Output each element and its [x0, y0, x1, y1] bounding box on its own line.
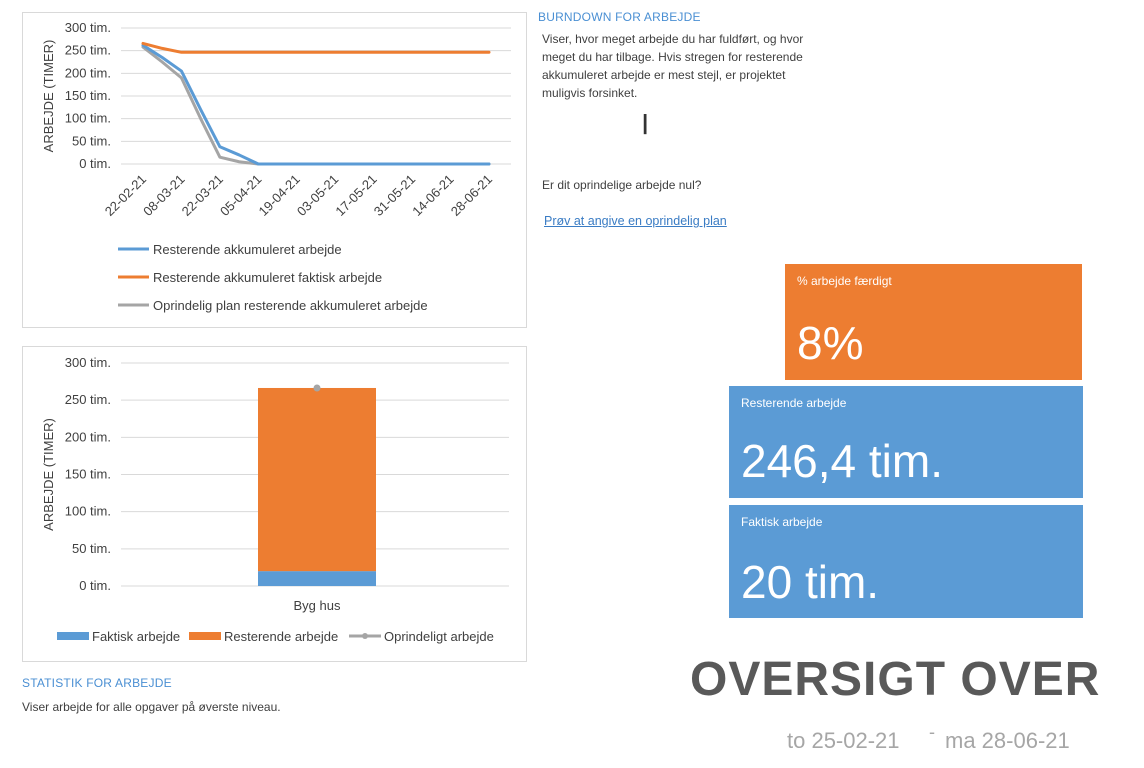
y-axis-label: ARBEJDE (TIMER): [41, 418, 56, 531]
actual-work-label: Faktisk arbejde: [741, 515, 823, 529]
y-tick-label: 250 tim.: [65, 43, 111, 58]
x-tick-label: 08-03-21: [140, 172, 187, 219]
date-separator: -: [929, 722, 935, 742]
report-heading: OVERSIGT OVER: [690, 653, 1101, 706]
statistics-description: Viser arbejde for alle opgaver på øverst…: [22, 700, 281, 714]
legend-label: Oprindelig plan resterende akkumuleret a…: [153, 298, 428, 313]
actual-work-tile[interactable]: Faktisk arbejde 20 tim.: [729, 505, 1083, 618]
y-tick-label: 150 tim.: [65, 88, 111, 103]
x-tick-label: 05-04-21: [217, 172, 264, 219]
percent-complete-label: % arbejde færdigt: [797, 274, 892, 288]
statistics-title: STATISTIK FOR ARBEJDE: [22, 676, 172, 690]
bar-remaining-work: [258, 387, 376, 572]
burndown-description: Viser, hvor meget arbejde du har fuldfør…: [542, 32, 804, 100]
y-tick-label: 150 tim.: [65, 467, 111, 482]
finish-date: ma 28-06-21: [945, 728, 1070, 753]
bar-actual-work: [258, 571, 376, 586]
zero-work-question: Er dit oprindelige arbejde nul?: [542, 178, 702, 192]
burndown-chart-svg: 0 tim. 50 tim. 100 tim. 150 tim. 200 tim. 250…: [41, 20, 511, 313]
remaining-work-tile[interactable]: Resterende arbejde 246,4 tim.: [729, 386, 1083, 498]
percent-complete-value: 8%: [797, 317, 864, 369]
y-tick-label: 200 tim.: [65, 429, 111, 444]
y-axis-label: ARBEJDE (TIMER): [41, 40, 56, 153]
x-tick-label: 22-03-21: [179, 172, 226, 219]
y-tick-label: 0 tim.: [79, 156, 111, 171]
x-tick-label: 19-04-21: [255, 172, 302, 219]
set-baseline-link[interactable]: Prøv at angive en oprindelig plan: [544, 214, 727, 228]
x-tick-label: 31-05-21: [371, 172, 418, 219]
legend-marker: [362, 633, 368, 639]
legend-swatch: [57, 632, 89, 640]
series-line-3: [141, 45, 491, 166]
y-tick-label: 300 tim.: [65, 355, 111, 370]
series-line-2: [141, 41, 491, 54]
legend-label: Resterende arbejde: [224, 629, 338, 644]
legend-swatch: [189, 632, 221, 640]
x-category-label: Byg hus: [294, 598, 341, 613]
remaining-work-label: Resterende arbejde: [741, 396, 847, 410]
percent-complete-tile[interactable]: % arbejde færdigt 8%: [785, 264, 1082, 380]
y-tick-label: 200 tim.: [65, 65, 111, 80]
actual-work-value: 20 tim.: [741, 556, 880, 608]
legend-label: Oprindeligt arbejde: [384, 629, 494, 644]
y-tick-label: 50 tim.: [72, 541, 111, 556]
y-tick-label: 0 tim.: [79, 578, 111, 593]
x-tick-label: 22-02-21: [102, 172, 149, 219]
burndown-title: BURNDOWN FOR ARBEJDE: [538, 10, 701, 24]
y-tick-label: 100 tim.: [65, 504, 111, 519]
x-tick-label: 14-06-21: [409, 172, 456, 219]
statistics-chart-svg: 0 tim. 50 tim. 100 tim. 150 tim. 200 tim. 250…: [41, 355, 509, 644]
y-tick-label: 50 tim.: [72, 133, 111, 148]
remaining-work-value: 246,4 tim.: [741, 435, 943, 487]
legend-label: Resterende akkumuleret faktisk arbejde: [153, 270, 382, 285]
legend-label: Resterende akkumuleret arbejde: [153, 242, 342, 257]
legend-label: Faktisk arbejde: [92, 629, 180, 644]
x-tick-label: 28-06-21: [448, 172, 495, 219]
y-tick-label: 300 tim.: [65, 20, 111, 35]
text-cursor-icon: I: [641, 108, 650, 141]
x-tick-label: 17-05-21: [332, 172, 379, 219]
y-tick-label: 250 tim.: [65, 392, 111, 407]
burndown-chart[interactable]: 0 tim. 50 tim. 100 tim. 150 tim. 200 tim. 250…: [22, 12, 527, 328]
statistics-chart[interactable]: 0 tim. 50 tim. 100 tim. 150 tim. 200 tim. 250…: [22, 346, 527, 662]
series-line-1: [141, 43, 491, 166]
start-date: to 25-02-21: [787, 728, 900, 753]
baseline-work-marker: [313, 384, 321, 392]
y-tick-label: 100 tim.: [65, 111, 111, 126]
x-tick-label: 03-05-21: [294, 172, 341, 219]
